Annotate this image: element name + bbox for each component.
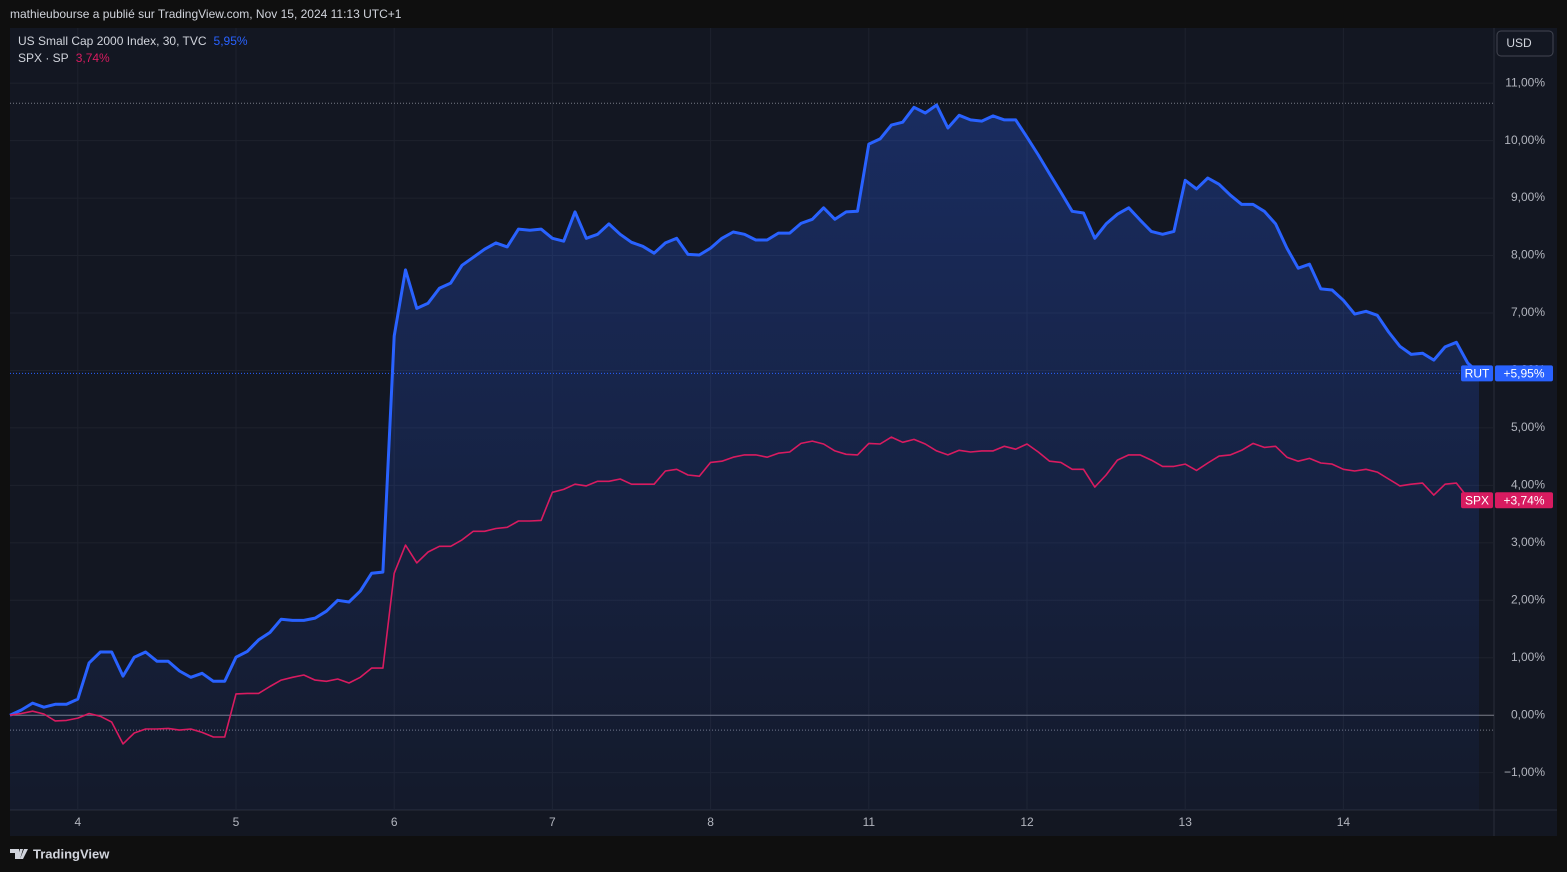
legend-name: SPX · SP <box>18 51 69 65</box>
y-tick-label: −1,00% <box>1504 765 1545 779</box>
price-tag <box>1495 365 1553 382</box>
price-tag-label: +5,95% <box>1503 366 1544 380</box>
y-tick-label: 11,00% <box>1505 75 1545 89</box>
x-tick-label: 12 <box>1020 815 1034 829</box>
symbol-tag-label: SPX <box>1465 493 1489 507</box>
x-tick-label: 13 <box>1179 815 1193 829</box>
x-tick-label: 5 <box>233 815 240 829</box>
y-tick-label: 2,00% <box>1511 592 1545 606</box>
y-tick-label: 5,00% <box>1511 420 1545 434</box>
y-tick-label: 0,00% <box>1511 707 1545 721</box>
y-tick-label: 8,00% <box>1511 248 1545 262</box>
x-tick-label: 4 <box>74 815 81 829</box>
area <box>10 105 1479 810</box>
price-tag <box>1495 492 1553 509</box>
symbol-tag <box>1461 365 1493 382</box>
price-tag-label: +3,74% <box>1503 493 1544 507</box>
line <box>9 436 1480 745</box>
legend-value: 5,95% <box>214 34 248 48</box>
x-tick-label: 14 <box>1337 815 1351 829</box>
x-tick-label: 8 <box>707 815 714 829</box>
x-tick-label: 11 <box>863 815 876 829</box>
y-tick-label: 4,00% <box>1511 478 1545 492</box>
x-tick-label: 7 <box>549 815 556 829</box>
footer: TradingView <box>33 846 110 861</box>
legend-name: US Small Cap 2000 Index, 30, TVC <box>18 34 207 48</box>
symbol-tag-label: RUT <box>1465 366 1490 380</box>
y-tick-label: 3,00% <box>1511 535 1545 549</box>
header: mathieubourse a publié sur TradingView.c… <box>10 7 402 21</box>
footer-logo <box>10 849 28 859</box>
y-tick-label: 7,00% <box>1511 305 1545 319</box>
symbol-tag <box>1461 492 1493 509</box>
line <box>9 103 1481 717</box>
marks <box>9 103 1494 810</box>
y-tick-label: 1,00% <box>1511 650 1545 664</box>
y-tick-label: 10,00% <box>1504 133 1545 147</box>
labels: −1,00%0,00%1,00%2,00%3,00%4,00%5,00%6,00… <box>18 34 1553 829</box>
currency[interactable]: USD <box>1506 36 1532 50</box>
x-tick-label: 6 <box>391 815 398 829</box>
legend-value: 3,74% <box>76 51 110 65</box>
currency-button[interactable] <box>1496 30 1554 57</box>
y-tick-label: 9,00% <box>1511 190 1545 204</box>
